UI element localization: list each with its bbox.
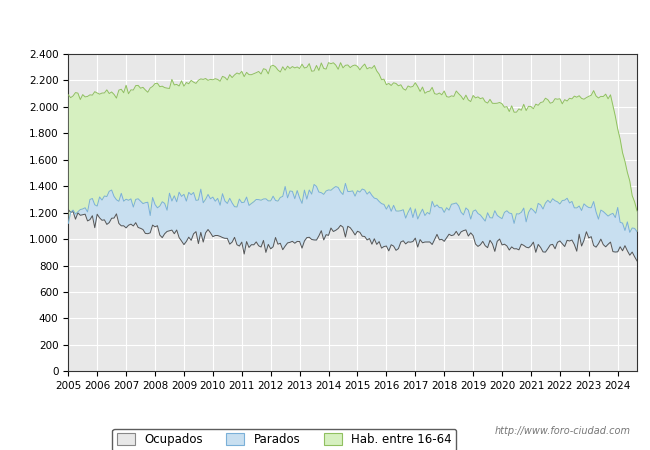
Text: foro-ciudad.com: foro-ciudad.com [174, 194, 531, 232]
Text: Periana - Evolucion de la poblacion en edad de Trabajar Septiembre de 2024: Periana - Evolucion de la poblacion en e… [84, 17, 566, 30]
Legend: Ocupados, Parados, Hab. entre 16-64: Ocupados, Parados, Hab. entre 16-64 [112, 428, 456, 450]
Text: http://www.foro-ciudad.com: http://www.foro-ciudad.com [495, 427, 630, 436]
